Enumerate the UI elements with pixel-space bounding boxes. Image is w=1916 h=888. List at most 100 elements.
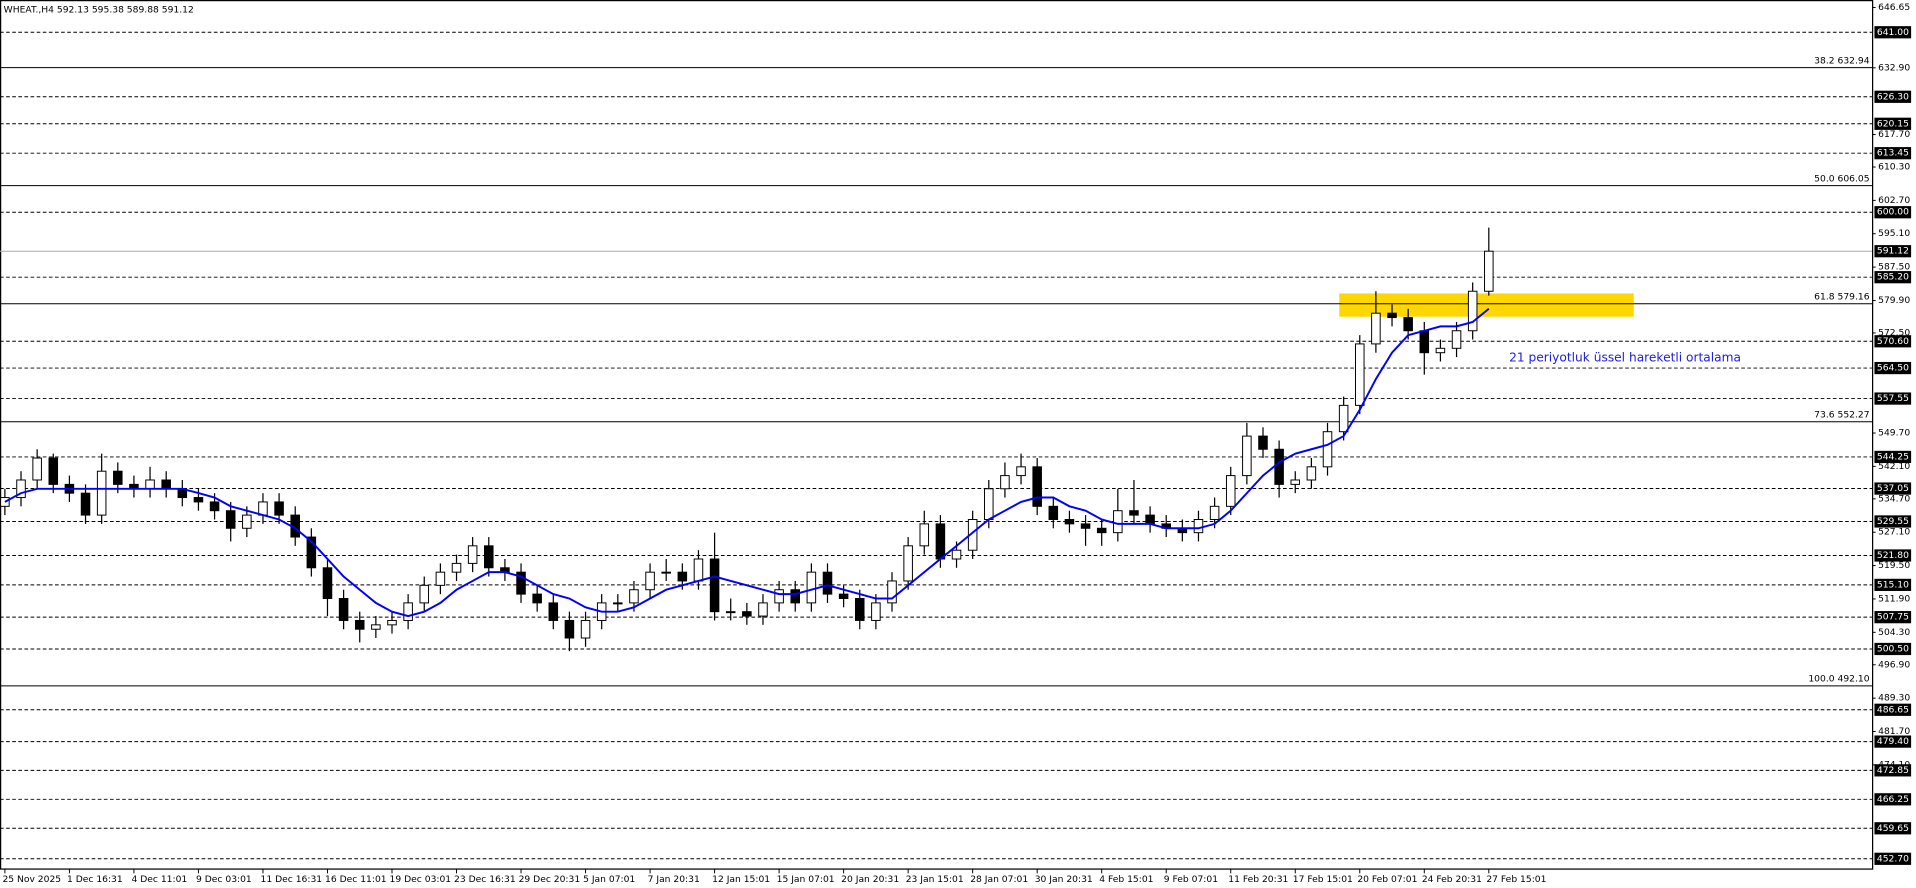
candle-body <box>0 497 10 507</box>
candle-body <box>548 602 559 621</box>
level-label: 613.45 <box>1877 148 1909 159</box>
fib-price: 606.05 <box>1838 173 1870 184</box>
level-label-box <box>1874 482 1912 495</box>
candle-body <box>354 619 365 630</box>
y-tick-label: 572.50 <box>1878 327 1910 338</box>
level-label: 626.30 <box>1877 91 1909 102</box>
candle-body <box>451 562 462 573</box>
candle-body <box>677 571 688 582</box>
level-label: 585.20 <box>1877 272 1909 283</box>
level-label: 544.25 <box>1877 451 1909 462</box>
candle-body <box>516 571 526 595</box>
candle-body <box>725 611 736 614</box>
current-price-label: 591.12 <box>1877 246 1909 257</box>
x-tick-label: 9 Dec 03:01 <box>196 874 252 885</box>
candle-body <box>1242 435 1252 477</box>
fib-price: 579.16 <box>1838 291 1870 302</box>
candle-body <box>967 519 978 551</box>
level-label: 570.60 <box>1877 336 1909 347</box>
candle-body <box>32 457 42 481</box>
y-tick-label: 489.30 <box>1878 693 1910 704</box>
candle-body <box>1484 250 1494 292</box>
candle-body <box>580 619 591 639</box>
candle-body <box>484 545 494 569</box>
x-tick-label: 27 Feb 15:01 <box>1486 874 1546 885</box>
candle-body <box>435 571 446 586</box>
candle-body <box>1145 514 1155 525</box>
fib-ratio: 38.2 <box>1814 55 1834 66</box>
candle-body <box>1048 505 1059 520</box>
candle-body <box>564 619 575 639</box>
candle-body <box>838 593 849 599</box>
level-label-box <box>1874 392 1912 405</box>
candle-body <box>113 470 123 485</box>
x-tick-label: 5 Jan 07:01 <box>583 874 635 885</box>
fib-ratio: 61.8 <box>1814 291 1835 302</box>
fib-price: 552.27 <box>1838 409 1870 420</box>
x-tick-label: 23 Jan 15:01 <box>906 874 964 885</box>
candle-body <box>613 602 623 605</box>
x-tick-label: 11 Feb 20:31 <box>1228 874 1288 885</box>
candle-body <box>1387 312 1397 319</box>
y-tick-label: 519.50 <box>1878 560 1910 571</box>
candle-body <box>984 488 994 520</box>
chart-header: WHEAT.,H4 592.13 595.38 589.88 591.12 <box>4 4 194 15</box>
candle-body <box>1129 510 1139 516</box>
level-label: 515.10 <box>1877 579 1909 590</box>
y-tick-label: 504.30 <box>1878 627 1910 638</box>
candle-body <box>532 593 542 604</box>
x-tick-label: 28 Jan 07:01 <box>970 874 1028 885</box>
candle-body <box>338 598 349 621</box>
x-tick-label: 11 Dec 16:31 <box>261 874 323 885</box>
fib-ratio: 100.0 <box>1808 673 1834 684</box>
candle-body <box>629 589 639 604</box>
y-tick-label: 602.70 <box>1878 195 1910 206</box>
x-tick-label: 4 Dec 11:01 <box>131 874 187 885</box>
x-tick-label: 24 Feb 20:31 <box>1422 874 1482 885</box>
candle-body <box>1322 431 1333 468</box>
y-tick-label: 579.90 <box>1878 295 1910 306</box>
level-label-box <box>1874 642 1912 656</box>
level-label: 459.65 <box>1877 823 1909 834</box>
x-tick-label: 4 Feb 15:01 <box>1099 874 1153 885</box>
candle-body <box>1209 505 1220 520</box>
level-label-box <box>1874 26 1912 39</box>
y-tick-label: 549.70 <box>1878 428 1910 439</box>
candle-body <box>193 497 204 503</box>
y-tick-label: 481.70 <box>1878 726 1910 737</box>
level-label: 557.55 <box>1877 393 1909 404</box>
level-label: 564.50 <box>1877 363 1909 374</box>
candle-body <box>80 492 91 516</box>
level-label-box <box>1874 361 1912 375</box>
candle-body <box>806 571 817 604</box>
y-tick-label: 610.30 <box>1878 162 1910 173</box>
candle-body <box>403 602 413 621</box>
fib-label: 61.8 579.16 <box>1814 291 1870 302</box>
level-label: 452.70 <box>1877 853 1909 864</box>
candle-body <box>161 479 171 490</box>
y-tick-label: 527.10 <box>1878 527 1910 538</box>
candle-body <box>903 545 913 582</box>
fib-price: 632.94 <box>1838 55 1870 66</box>
candle-body <box>16 479 26 499</box>
x-tick-label: 17 Feb 15:01 <box>1293 874 1353 885</box>
candle-body <box>854 598 865 621</box>
level-label-box <box>1874 271 1912 284</box>
level-label-box <box>1874 549 1912 562</box>
x-tick-label: 29 Dec 20:31 <box>519 874 581 885</box>
y-tick-label: 617.70 <box>1878 129 1910 140</box>
candle-body <box>467 545 478 564</box>
level-label-box <box>1874 515 1912 528</box>
candle-body <box>1258 435 1268 450</box>
level-label: 600.00 <box>1877 207 1909 218</box>
candle-body <box>1225 475 1236 507</box>
candle-body <box>1096 527 1107 534</box>
x-tick-label: 12 Jan 15:01 <box>712 874 770 885</box>
level-label-box <box>1874 90 1912 103</box>
level-label-box <box>1874 147 1912 160</box>
level-label: 472.85 <box>1877 765 1909 776</box>
y-tick-label: 496.90 <box>1878 659 1910 670</box>
candle-body <box>645 571 655 591</box>
level-label-box <box>1874 764 1912 777</box>
